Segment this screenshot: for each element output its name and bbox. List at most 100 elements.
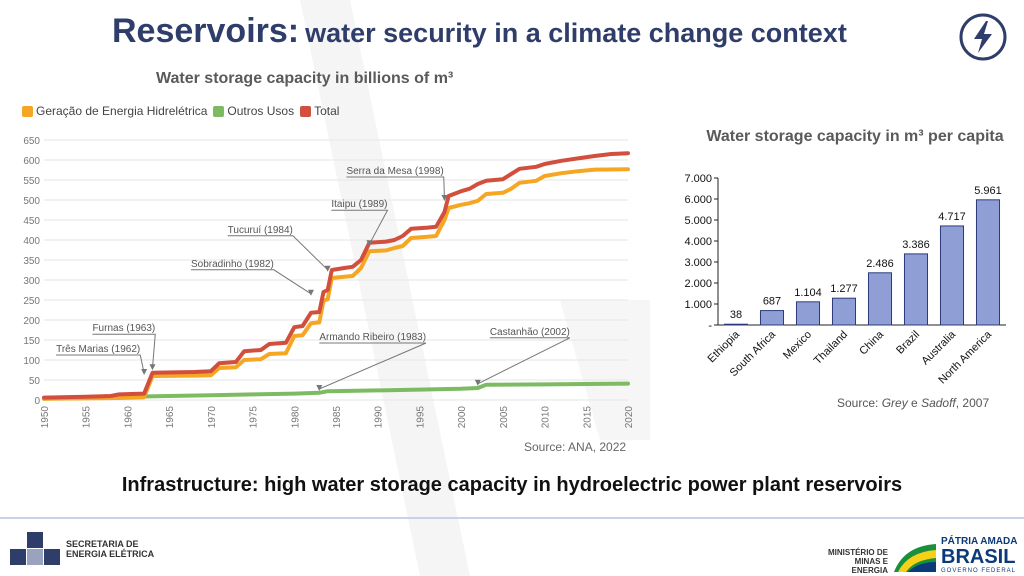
x-tick-label: 1995 <box>415 406 426 429</box>
series-line <box>42 167 630 401</box>
y-tick-label: 200 <box>23 316 40 327</box>
y-tick-label: 0 <box>34 396 40 407</box>
see-logo-line2: ENERGIA ELÉTRICA <box>66 549 155 559</box>
bar <box>795 301 821 326</box>
legend-label-total: Total <box>314 104 340 118</box>
annotation-label: Armando Ribeiro (1983) <box>319 332 426 343</box>
y-tick-label: 150 <box>23 336 40 347</box>
x-tick-label: 1990 <box>374 406 385 429</box>
category-label: Brazil <box>894 329 922 357</box>
source-author-2: Sadoff <box>921 396 956 410</box>
x-tick-label: 1970 <box>207 406 218 429</box>
x-tick-label: 2000 <box>457 406 468 429</box>
y-tick-label: 1.000 <box>684 299 712 311</box>
x-tick-label: 2020 <box>624 406 635 429</box>
bar <box>939 225 965 326</box>
bar <box>831 297 857 326</box>
legend-swatch-other <box>213 105 225 117</box>
source-author-1: Grey <box>881 396 908 410</box>
source-year: , 2007 <box>955 396 990 410</box>
y-tick-label: 4.000 <box>684 236 712 248</box>
x-tick-label: 1960 <box>123 406 134 429</box>
y-tick-label: 100 <box>23 356 40 367</box>
legend-item-hydro: Geração de Energia Hidrelétrica <box>22 104 207 118</box>
legend-item-other: Outros Usos <box>213 104 294 118</box>
annotation-arrow <box>141 369 148 375</box>
annotation: Itaipu (1989) <box>331 199 389 247</box>
annotation-label: Sobradinho (1982) <box>191 259 274 270</box>
legend-label-other: Outros Usos <box>227 104 295 118</box>
line-chart-title: Water storage capacity in billions of m³ <box>156 70 454 87</box>
annotation-leader <box>319 342 427 390</box>
bar <box>975 199 1001 326</box>
bar-value-label: 1.104 <box>794 287 822 299</box>
brasil-line2: BRASIL <box>941 546 1016 568</box>
annotation-leader <box>227 235 329 271</box>
annotation-label: Serra da Mesa (1998) <box>346 166 443 177</box>
bar <box>867 272 893 326</box>
y-tick-label: 3.000 <box>684 257 712 269</box>
bar-value-label: 38 <box>730 309 742 321</box>
legend-swatch-total <box>300 105 312 117</box>
y-tick-label: 250 <box>23 296 40 307</box>
annotation-label: Três Marias (1962) <box>56 344 140 355</box>
y-tick-label: 500 <box>23 196 40 207</box>
annotation-label: Itaipu (1989) <box>331 199 387 210</box>
brasil-line3: GOVERNO FEDERAL <box>941 568 1017 574</box>
x-tick-label: 1975 <box>249 406 260 429</box>
annotation: Armando Ribeiro (1983) <box>316 332 427 391</box>
annotation-arrow <box>441 195 448 201</box>
annotation-leader <box>190 269 312 295</box>
annotation-arrow <box>324 265 331 272</box>
annotation-leader <box>331 209 389 245</box>
annotation-leader <box>56 354 145 374</box>
bar-chart-title: Water storage capacity in m³ per capita <box>706 128 1004 145</box>
annotation-arrow <box>149 364 156 371</box>
page-title: Reservoirs: water security in a climate c… <box>112 12 847 51</box>
source-sep: e <box>907 396 922 410</box>
series-line <box>42 381 630 401</box>
line-chart-source: Source: ANA, 2022 <box>524 440 627 454</box>
annotation-leader <box>92 333 156 369</box>
footer-divider <box>0 517 1024 519</box>
title-main: Reservoirs: <box>112 12 300 50</box>
x-tick-label: 1950 <box>40 406 51 429</box>
annotation: Castanhão (2002) <box>474 327 571 386</box>
bar-value-label: 1.277 <box>830 283 858 295</box>
category-label: Ethiopia <box>706 328 743 365</box>
title-rest: water security in a climate change conte… <box>305 18 847 48</box>
y-tick-label: 450 <box>23 216 40 227</box>
bar <box>759 310 785 326</box>
legend-label-hydro: Geração de Energia Hidrelétrica <box>36 104 208 118</box>
bar-value-label: 3.386 <box>902 239 930 251</box>
mme-line2: MINAS E ENERGIA <box>851 557 888 575</box>
y-tick-label: 5.000 <box>684 215 712 227</box>
line-chart: 0 50 100 150 200 250 300 350 400 450 500 550 600 650 1… <box>23 136 635 429</box>
bar <box>723 323 749 326</box>
source-prefix: Source: <box>837 396 882 410</box>
category-label: China <box>857 328 886 357</box>
annotation: Tucuruí (1984) <box>227 225 331 272</box>
y-tick-label: 6.000 <box>684 194 712 206</box>
annotation-arrow <box>307 289 314 296</box>
lightning-bolt-icon <box>959 13 1007 61</box>
legend-swatch-hydro <box>22 105 33 117</box>
x-tick-label: 1955 <box>82 406 93 429</box>
y-tick-label: 7.000 <box>684 173 712 185</box>
bar-value-label: 687 <box>763 296 781 308</box>
see-logo-mark <box>10 532 60 565</box>
bar <box>903 253 929 326</box>
x-tick-label: 2005 <box>499 406 510 429</box>
category-label: Mexico <box>781 329 814 362</box>
annotation-label: Castanhão (2002) <box>490 327 570 338</box>
line-chart-legend: Geração de Energia Hidrelétrica Outros U… <box>22 104 345 118</box>
annotation-arrow <box>474 379 481 386</box>
annotation-arrow <box>366 240 373 247</box>
x-tick-label: 2015 <box>582 406 593 429</box>
y-tick-label: - <box>708 320 712 332</box>
annotation: Três Marias (1962) <box>56 344 148 375</box>
see-logo-line1: SECRETARIA DE <box>66 539 139 549</box>
brasil-logo: PÁTRIA AMADA BRASIL GOVERNO FEDERAL <box>894 536 1017 575</box>
category-label: Thailand <box>812 329 850 367</box>
